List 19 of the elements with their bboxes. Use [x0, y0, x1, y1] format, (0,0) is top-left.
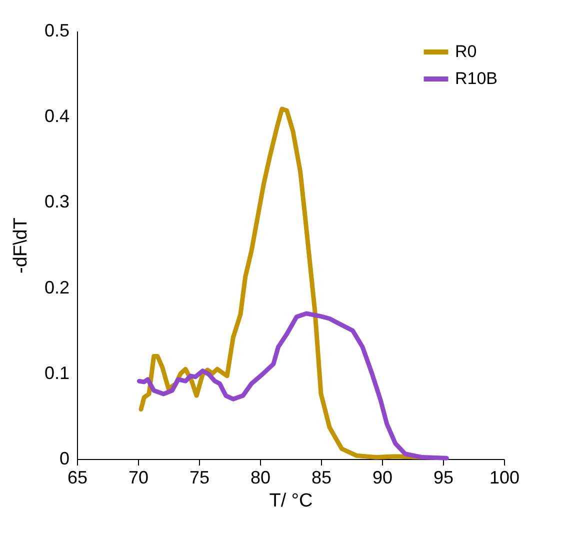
- x-axis-title: T/ °C: [269, 490, 313, 512]
- y-tick-label: 0.3: [44, 192, 70, 212]
- y-axis-title: -dF\dT: [10, 217, 32, 274]
- x-tick-label: 85: [311, 468, 332, 488]
- x-tick-label: 65: [67, 468, 88, 488]
- y-tick-label: 0.1: [44, 362, 70, 383]
- x-tick-label: 80: [250, 468, 271, 488]
- legend-label: R0: [455, 42, 477, 61]
- y-tick-label: 0.4: [44, 106, 70, 126]
- x-tick-label: 100: [489, 468, 520, 488]
- x-tick-label: 70: [128, 468, 149, 488]
- x-tick-label: 75: [189, 468, 210, 488]
- x-tick-label: 90: [372, 468, 393, 488]
- line-series: [136, 311, 449, 460]
- y-tick-label: 0.2: [44, 277, 70, 298]
- x-tick-label: 95: [433, 468, 454, 488]
- legend-label: R10B: [455, 69, 498, 88]
- y-tick-label: 0.5: [44, 20, 70, 40]
- y-tick-label: 0: [59, 448, 70, 468]
